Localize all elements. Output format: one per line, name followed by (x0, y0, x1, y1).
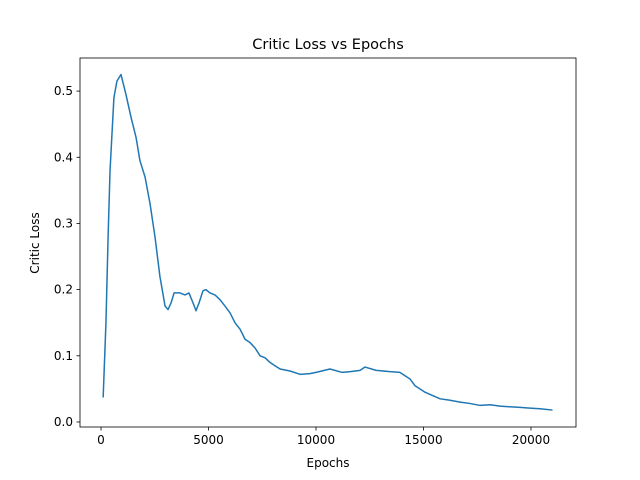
y-axis-label: Critic Loss (28, 212, 42, 273)
x-tick-label: 15000 (404, 433, 442, 447)
axes-frame (79, 57, 577, 428)
line-series (102, 73, 553, 411)
x-tick-label: 20000 (512, 433, 550, 447)
x-axis-label: Epochs (307, 456, 350, 470)
y-tick-label: 0.3 (54, 216, 73, 230)
y-tick-label: 0.1 (54, 349, 73, 363)
x-tick-label: 10000 (297, 433, 335, 447)
y-tick-label: 0.4 (54, 150, 73, 164)
plot-area (102, 73, 553, 411)
y-tick-label: 0.5 (54, 84, 73, 98)
x-tick-label: 0 (97, 433, 105, 447)
chart-title: Critic Loss vs Epochs (252, 37, 404, 53)
x-tick-label: 5000 (193, 433, 224, 447)
y-tick-label: 0.0 (54, 415, 73, 429)
y-tick-label: 0.2 (54, 283, 73, 297)
